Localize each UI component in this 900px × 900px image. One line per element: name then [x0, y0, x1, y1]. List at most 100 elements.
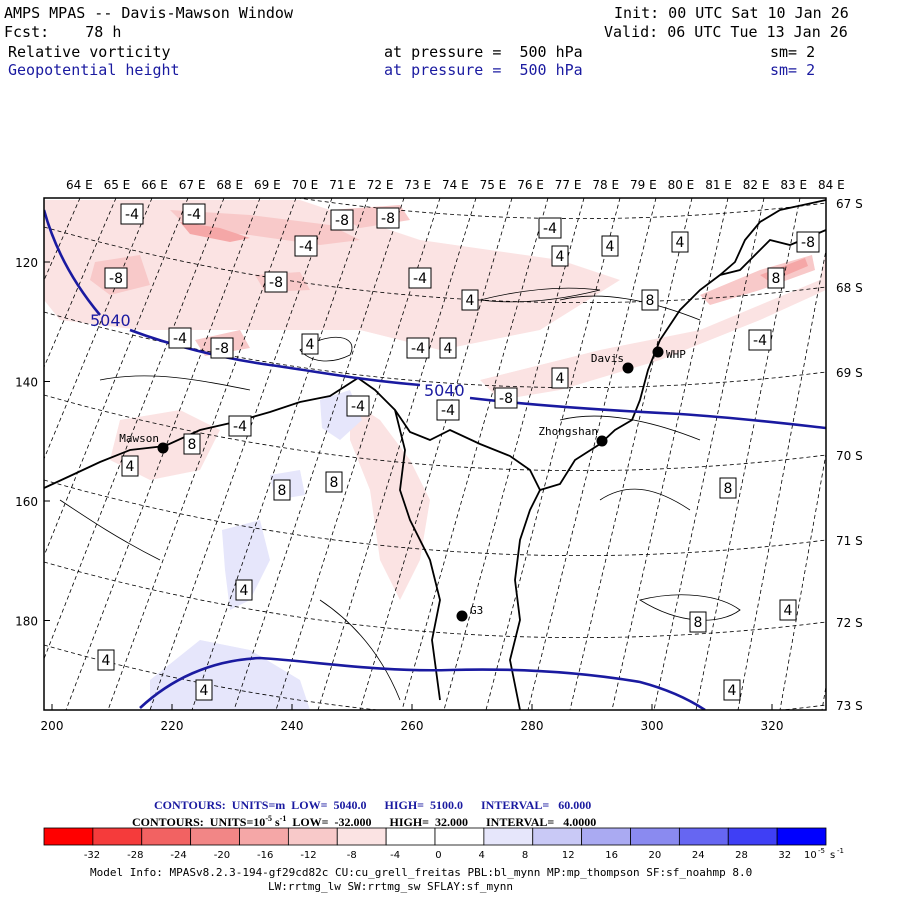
x-tick-label: 260: [401, 719, 424, 733]
vorticity-label: 4: [676, 235, 685, 251]
vorticity-label-box: [723, 679, 741, 701]
colorbar-label: 20: [649, 850, 662, 861]
y-tick-label: 180: [15, 615, 38, 629]
field2-level: at pressure = 500 hPa: [384, 61, 583, 79]
colorbar-swatch: [581, 827, 631, 846]
longitude-label: 76 E: [517, 178, 544, 192]
model-info-line1: Model Info: MPASv8.2.3-194-gf29cd82c CU:…: [90, 866, 753, 879]
vorticity-label: -4: [543, 221, 557, 237]
meridian-line: [44, 198, 117, 369]
colorbar-label: 24: [692, 850, 705, 861]
station-label: WHP: [666, 348, 686, 361]
colorbar-unit-s: s: [830, 850, 835, 861]
vorticity-label-box: [294, 235, 318, 257]
vorticity-label: -4: [753, 333, 767, 349]
y-tick-label: 120: [15, 256, 38, 270]
colorbar-label: -32: [84, 850, 100, 861]
colorbar-label: 4: [479, 850, 485, 861]
station-dot: [157, 442, 169, 454]
longitude-label: 64 E: [66, 178, 93, 192]
vorticity-label-box: [182, 203, 206, 225]
vorticity-label: 4: [606, 239, 615, 255]
colorbar-label: 28: [735, 850, 748, 861]
vorticity-label: -4: [299, 239, 313, 255]
vorticity-label-box: [439, 337, 457, 359]
colorbar-label: -24: [170, 850, 186, 861]
latitude-labels: 67 S 68 S 69 S 70 S 71 S 72 S 73 S: [836, 197, 863, 713]
vorticity-label-box: [330, 209, 354, 231]
latitude-label: 67 S: [836, 197, 863, 211]
parallel-line: [296, 198, 826, 220]
colorbar-label: 32: [778, 850, 791, 861]
map-frame: [43, 197, 827, 711]
vorticity-label: 4: [102, 653, 111, 669]
vorticity-label: -4: [125, 207, 139, 223]
colorbar-label: 12: [562, 850, 575, 861]
x-tick-label: 200: [41, 719, 64, 733]
colorbar-swatch: [141, 827, 192, 846]
colorbar: -32 -28 -24 -20 -16 -12 -8 -4 0 4 8 12 16 20 24 28 32 10-…: [43, 827, 844, 861]
colorbar-label: -4: [390, 850, 400, 861]
vorticity-label-box: [601, 235, 619, 257]
colorbar-label: -28: [127, 850, 143, 861]
vorticity-label: -4: [441, 403, 455, 419]
x-tick-label: 220: [161, 719, 184, 733]
colorbar-unit-exp: -5: [818, 847, 825, 855]
station-label: Zhongshan: [538, 425, 598, 438]
field1-level: at pressure = 500 hPa: [384, 43, 583, 61]
longitude-label: 77 E: [555, 178, 582, 192]
meridian-line: [401, 198, 549, 710]
meridian-line: [275, 198, 441, 710]
vorticity-label-box: [767, 267, 785, 289]
colorbar-label: -8: [347, 850, 357, 861]
vorticity-label: -4: [187, 207, 201, 223]
station-label: Davis: [591, 352, 624, 365]
station-label: G3: [470, 604, 483, 617]
vorticity-label-box: [461, 289, 479, 311]
vorticity-label: 4: [240, 583, 249, 599]
meridian-line: [44, 198, 189, 557]
vorticity-label: 4: [556, 371, 565, 387]
vorticity-label: 8: [772, 271, 781, 287]
vorticity-label-box: [183, 433, 201, 455]
longitude-label: 73 E: [404, 178, 431, 192]
vorticity-label-box: [195, 679, 213, 701]
height-label-5040-central: 5040: [424, 381, 465, 400]
height-contour-info: CONTOURS: UNITS=m LOW= 5040.0 HIGH= 5100…: [154, 798, 592, 812]
vorticity-label-box: [325, 471, 343, 493]
vorticity-label-box: [671, 231, 689, 253]
vorticity-label-box: [494, 387, 518, 409]
vort-units-a: CONTOURS: UNITS=10: [132, 815, 266, 829]
meridian-line: [317, 198, 477, 710]
height-label-5040-west: 5040: [90, 311, 131, 330]
y-tick-label: 160: [15, 495, 38, 509]
x-tick-label: 300: [641, 719, 664, 733]
valid-time: Valid: 06 UTC Tue 13 Jan 26: [604, 23, 848, 41]
vorticity-label-box: [168, 327, 192, 349]
vorticity-label: 8: [724, 481, 733, 497]
parallel-line: [44, 311, 826, 389]
colorbar-swatch: [43, 827, 94, 846]
vorticity-label: -8: [269, 275, 283, 291]
colorbar-swatch: [287, 827, 338, 846]
longitude-label: 84 E: [818, 178, 845, 192]
vorticity-label: 4: [784, 603, 793, 619]
meridian-line: [569, 198, 693, 710]
meridian-lines: [44, 198, 826, 710]
negative-vorticity-shading: [44, 200, 826, 600]
longitude-label: 72 E: [367, 178, 394, 192]
x-tick-label: 320: [761, 719, 784, 733]
vorticity-label-box: [689, 611, 707, 633]
vorticity-label: 4: [556, 249, 565, 265]
vorticity-label-box: [346, 395, 370, 417]
vorticity-label: -4: [411, 341, 425, 357]
colorbar-swatch: [336, 827, 387, 846]
vorticity-label-box: [121, 455, 139, 477]
vorticity-label-box: [273, 479, 291, 501]
longitude-label: 74 E: [442, 178, 469, 192]
meridian-line: [485, 198, 621, 710]
colorbar-swatch: [727, 827, 778, 846]
model-info-line2: LW:rrtmg_lw SW:rrtmg_sw SFLAY:sf_mynn: [268, 880, 514, 893]
longitude-label: 81 E: [705, 178, 732, 192]
colorbar-swatch: [434, 827, 485, 846]
